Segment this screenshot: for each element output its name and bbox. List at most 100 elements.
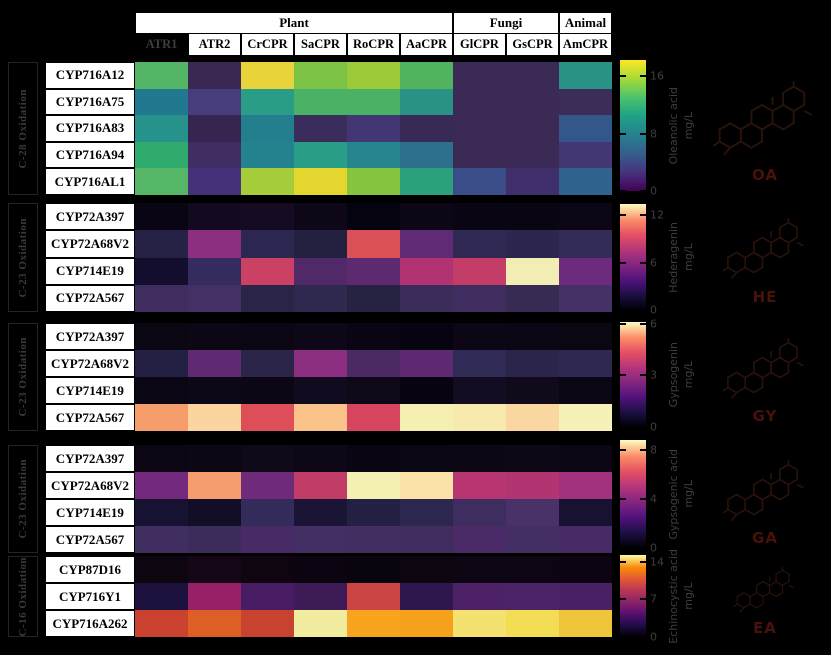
molecule-structure-icon xyxy=(712,80,813,156)
colorbar-tick-mark xyxy=(620,132,626,135)
heatmap-cell xyxy=(135,404,188,431)
heatmap-cell xyxy=(400,472,453,499)
row-label: CYP72A397 xyxy=(45,445,135,472)
structure-drawing xyxy=(710,567,820,614)
row-label: CYP716A94 xyxy=(45,141,135,169)
heatmap-cell xyxy=(400,323,453,350)
heatmap-cell xyxy=(188,257,241,285)
heatmap-cell xyxy=(506,377,559,404)
heatmap-cell xyxy=(453,203,506,231)
heatmap-cell xyxy=(453,610,506,637)
heatmap-cell xyxy=(241,404,294,431)
row-label: CYP716A262 xyxy=(45,610,135,637)
heatmap-cell xyxy=(241,499,294,526)
heatmap-cell xyxy=(400,350,453,377)
row-label: CYP72A68V2 xyxy=(45,472,135,499)
colorbar-label: Gypsogenic acid mg/L xyxy=(660,440,704,548)
heatmap-cell xyxy=(559,88,612,116)
colorbar xyxy=(620,204,646,310)
heatmap-cell xyxy=(347,610,400,637)
heatmap-cell xyxy=(241,445,294,472)
colorbar-tick-mark xyxy=(620,560,626,563)
heatmap-grid xyxy=(135,203,612,312)
colorbar-tick-mark xyxy=(640,214,646,217)
heatmap-cell xyxy=(241,526,294,553)
colorbar-tick-mark xyxy=(640,322,646,325)
section-label: C-23 Oxidation xyxy=(8,445,38,553)
row-label: CYP716A75 xyxy=(45,88,135,116)
colorbar-tick-mark xyxy=(640,560,646,563)
heatmap-cell xyxy=(347,526,400,553)
heatmap-cell xyxy=(400,88,453,116)
heatmap-cell xyxy=(135,230,188,258)
heatmap-cell xyxy=(188,445,241,472)
heatmap-cell xyxy=(135,203,188,231)
heatmap-cell xyxy=(294,115,347,142)
colorbar-tick-label: 12 xyxy=(650,208,664,222)
molecule-structure-icon xyxy=(722,218,804,280)
molecule-structure-icon xyxy=(722,338,804,400)
colorbar-tick-label: 4 xyxy=(650,492,657,506)
colorbar-tick-mark xyxy=(620,598,626,601)
colorbar-tick-mark xyxy=(640,190,646,192)
heatmap-cell xyxy=(241,115,294,142)
colorbar-tick-label: 0 xyxy=(650,630,657,644)
heatmap-cell xyxy=(241,583,294,610)
heatmap-cell xyxy=(241,377,294,404)
heatmap-grid xyxy=(135,556,612,637)
section-label-text: C-23 Oxidation xyxy=(17,459,29,539)
heatmap-cell xyxy=(347,377,400,404)
heatmap-cell xyxy=(241,62,294,89)
heatmap-cell xyxy=(347,62,400,89)
heatmap-cell xyxy=(506,168,559,195)
colorbar-tick-mark xyxy=(620,547,626,549)
heatmap-cell xyxy=(559,526,612,553)
heatmap-cell xyxy=(559,404,612,431)
heatmap-cell xyxy=(347,445,400,472)
heatmap-cell xyxy=(559,62,612,89)
column-header-gscpr: GsCPR xyxy=(506,33,559,56)
heatmap-cell xyxy=(294,230,347,258)
heatmap-cell xyxy=(294,445,347,472)
row-label: CYP72A567 xyxy=(45,284,135,312)
heatmap-cell xyxy=(506,141,559,169)
column-header-amcpr: AmCPR xyxy=(559,33,612,56)
row-label: CYP72A68V2 xyxy=(45,230,135,258)
heatmap-cell xyxy=(294,88,347,116)
heatmap-cell xyxy=(453,377,506,404)
structure-abbr: GY xyxy=(752,407,778,426)
heatmap-cell xyxy=(135,445,188,472)
heatmap-cell xyxy=(294,583,347,610)
section-label: C-16 Oxidation xyxy=(8,556,38,637)
colorbar-tick-mark xyxy=(620,261,626,264)
heatmap-cell xyxy=(400,62,453,89)
heatmap-cell xyxy=(347,203,400,231)
colorbar-tick-mark xyxy=(640,75,646,78)
heatmap-cell xyxy=(347,230,400,258)
heatmap-cell xyxy=(400,284,453,312)
colorbar-tick-mark xyxy=(620,75,626,78)
heatmap-cell xyxy=(188,610,241,637)
row-label: CYP714E19 xyxy=(45,499,135,526)
heatmap-cell xyxy=(294,472,347,499)
colorbar-tick-label: 0 xyxy=(650,184,657,198)
heatmap-cell xyxy=(135,257,188,285)
heatmap-cell xyxy=(453,62,506,89)
structure-drawing xyxy=(710,460,820,523)
section-label-text: C-28 Oxidation xyxy=(17,88,29,169)
heatmap-cell xyxy=(347,472,400,499)
heatmap-cell xyxy=(294,141,347,169)
colorbar-tick-label: 14 xyxy=(650,555,664,569)
heatmap-cell xyxy=(559,168,612,195)
heatmap-cell xyxy=(400,445,453,472)
heatmap-cell xyxy=(453,115,506,142)
heatmap-cell xyxy=(188,404,241,431)
colorbar-label-text: Hederagenin mg/L xyxy=(667,221,695,293)
heatmap-cell xyxy=(559,141,612,169)
heatmap-cell xyxy=(400,526,453,553)
colorbar-tick-mark xyxy=(640,309,646,311)
heatmap-cell xyxy=(506,350,559,377)
heatmap-cell xyxy=(188,350,241,377)
heatmap-cell xyxy=(188,499,241,526)
heatmap-cell xyxy=(135,323,188,350)
